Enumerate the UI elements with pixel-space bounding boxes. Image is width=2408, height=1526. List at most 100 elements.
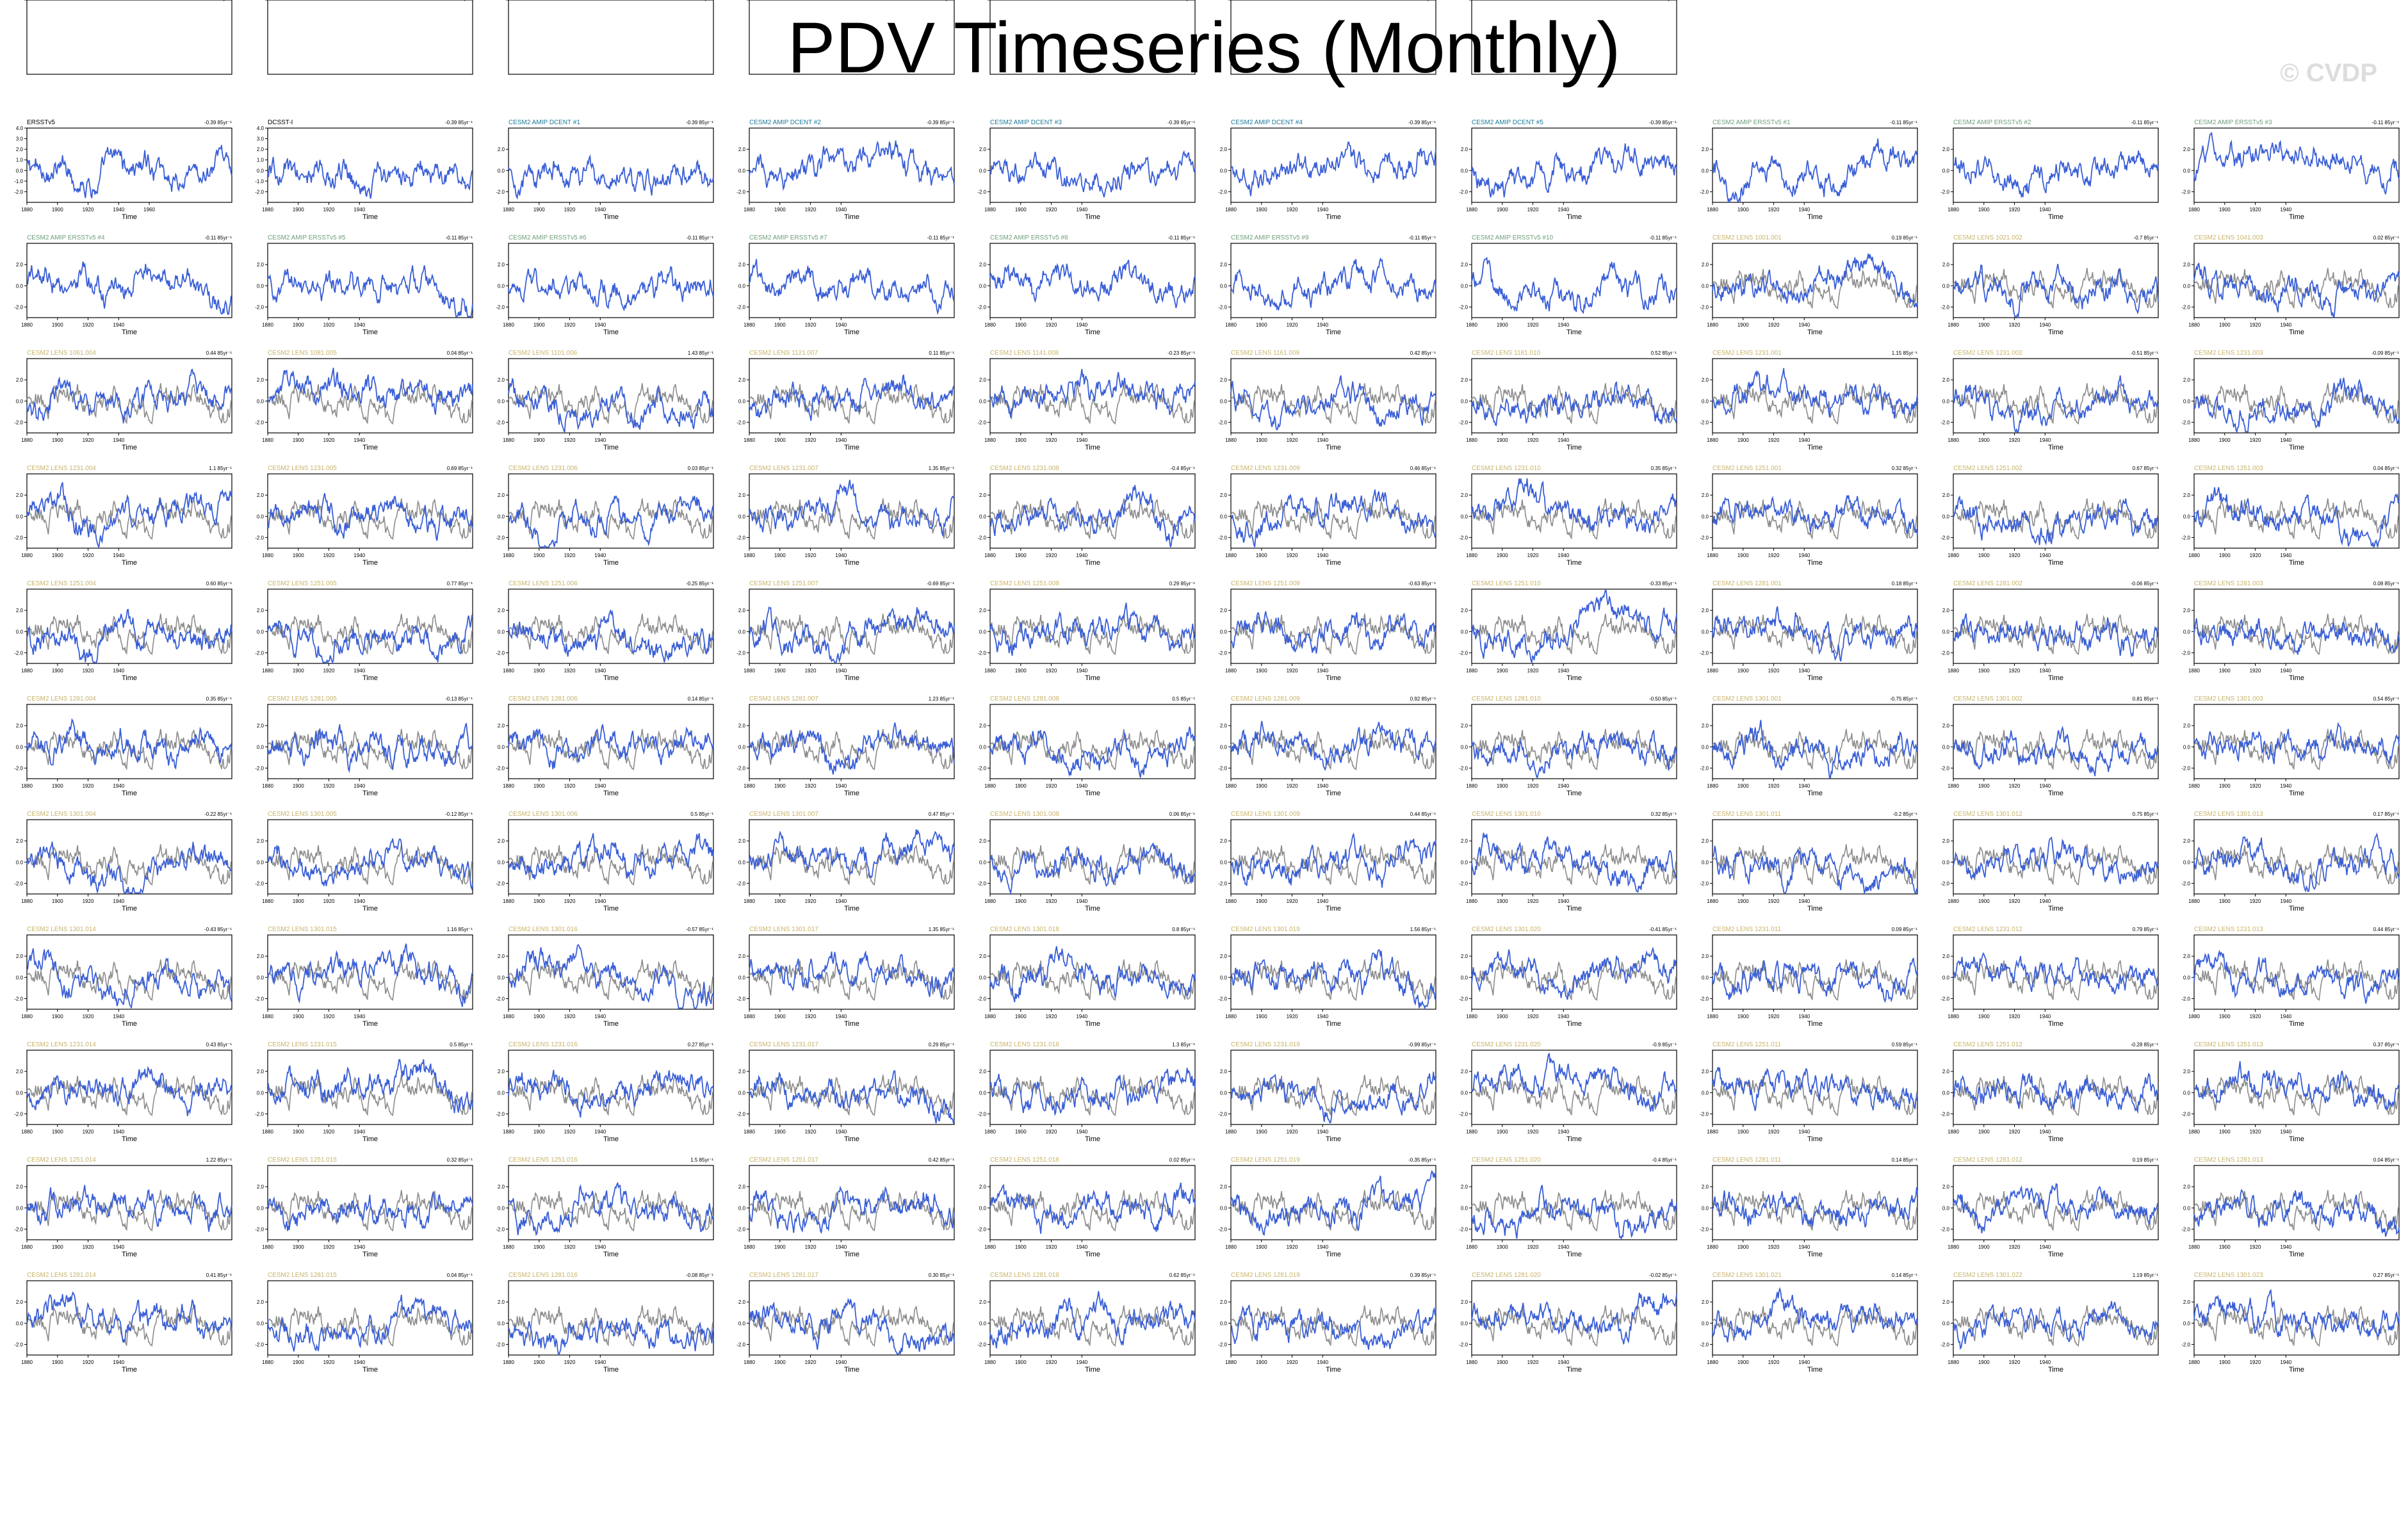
panel-title: CESM2 LENS 1231.005 bbox=[268, 465, 337, 472]
panel-trend: 0.60 85yr⁻¹ bbox=[206, 581, 232, 587]
x-tick-label: 1920 bbox=[2009, 898, 2021, 904]
x-tick-label: 1920 bbox=[1046, 322, 1057, 328]
y-tick-label: 0.0 bbox=[1461, 398, 1468, 404]
panel-title: CESM2 LENS 1301.023 bbox=[2194, 1272, 2263, 1279]
x-tick-label: 1920 bbox=[1046, 437, 1057, 443]
x-tick-label: 1920 bbox=[323, 437, 335, 443]
y-tick-label: 0.0 bbox=[1942, 744, 1950, 750]
panel: CESM2 LENS 1231.020 -0.9 85yr⁻¹2.00.0-2.0… bbox=[1459, 1041, 1677, 1143]
obs-series-line bbox=[2193, 613, 2400, 656]
panel-title: CESM2 LENS 1141.008 bbox=[990, 350, 1059, 357]
y-tick-label: -2.0 bbox=[14, 650, 23, 656]
x-tick-label: 1920 bbox=[1527, 322, 1539, 328]
model-series-line bbox=[267, 492, 473, 541]
x-tick-label: 1940 bbox=[1558, 783, 1569, 789]
obs-series-line bbox=[1953, 959, 2159, 1002]
panel-frame bbox=[1953, 934, 2159, 1010]
panel-title: CESM2 LENS 1161.009 bbox=[1231, 350, 1300, 357]
model-series-line bbox=[1712, 1287, 1918, 1343]
panel-title: CESM2 LENS 1301.020 bbox=[1472, 926, 1541, 933]
x-tick-label: 1880 bbox=[744, 553, 755, 558]
y-tick-label: 2.0 bbox=[1220, 954, 1228, 959]
x-tick-label: 1920 bbox=[1768, 207, 1780, 213]
x-tick-label: 1880 bbox=[744, 1129, 755, 1135]
x-tick-label: 1900 bbox=[533, 1244, 545, 1250]
y-tick-label: 2.0 bbox=[16, 723, 24, 729]
x-tick-label: 1940 bbox=[2280, 1360, 2291, 1365]
x-tick-label: 1900 bbox=[774, 1244, 786, 1250]
model-series-line bbox=[1953, 150, 2159, 199]
panel: CESM2 LENS 1251.003 0.04 85yr⁻¹2.00.0-2.0… bbox=[2181, 465, 2400, 567]
y-tick-label: 2.0 bbox=[1702, 147, 1709, 152]
y-tick-label: 2.0 bbox=[1220, 147, 1228, 152]
panel-trend: 0.35 85yr⁻¹ bbox=[206, 696, 232, 702]
obs-series-line bbox=[2193, 383, 2400, 425]
model-series-line bbox=[1230, 1071, 1436, 1124]
obs-series-line bbox=[2193, 1190, 2400, 1232]
y-tick-label: 0.0 bbox=[498, 283, 505, 289]
y-tick-label: 0.0 bbox=[1702, 629, 1709, 635]
panel: CESM2 LENS 1301.028-0.57 85yr⁻¹2.00.0-2.… bbox=[977, 0, 1196, 75]
x-tick-label: 1920 bbox=[2009, 783, 2021, 789]
panel-title: CESM2 LENS 1251.014 bbox=[27, 1157, 96, 1164]
y-tick-label: 0.0 bbox=[1942, 398, 1950, 404]
y-tick-label: 2.0 bbox=[1702, 608, 1709, 613]
y-tick-label: 3.0 bbox=[257, 136, 264, 142]
x-tick-label: 1920 bbox=[1527, 898, 1539, 904]
y-tick-label: 0.0 bbox=[2183, 1090, 2191, 1096]
y-tick-label: 2.0 bbox=[257, 377, 264, 383]
x-tick-label: 1920 bbox=[805, 1360, 817, 1365]
y-tick-label: -2.0 bbox=[14, 881, 23, 886]
obs-series-line bbox=[1953, 1190, 2159, 1232]
x-axis-label: Time bbox=[1807, 1366, 1823, 1374]
panel-title: CESM2 LENS 1251.006 bbox=[508, 580, 578, 587]
x-tick-label: 1880 bbox=[262, 437, 273, 443]
y-tick-label: -2.0 bbox=[1459, 535, 1468, 540]
panel-title: CESM2 LENS 1301.003 bbox=[2194, 695, 2263, 702]
panel-title: CESM2 LENS 1301.030 bbox=[1472, 0, 1541, 2]
panel-trend: 0.43 85yr⁻¹ bbox=[206, 1042, 232, 1048]
x-tick-label: 1920 bbox=[2250, 1014, 2261, 1019]
panel: CESM2 LENS 1301.006 0.5 85yr⁻¹2.00.0-2.01… bbox=[496, 811, 714, 913]
panel: CESM2 LENS 1301.013 0.17 85yr⁻¹2.00.0-2.0… bbox=[2181, 811, 2400, 913]
x-tick-label: 1880 bbox=[503, 437, 514, 443]
x-tick-label: 1940 bbox=[1798, 553, 1810, 558]
x-tick-label: 1940 bbox=[113, 0, 124, 1]
y-tick-label: -2.0 bbox=[255, 1111, 264, 1117]
panel-title: ERSSTv5 bbox=[27, 119, 55, 126]
x-tick-label: 1920 bbox=[83, 207, 94, 213]
y-tick-label: -2.0 bbox=[1218, 419, 1227, 425]
x-axis-label: Time bbox=[2289, 1135, 2304, 1143]
x-tick-label: 1940 bbox=[1317, 898, 1328, 904]
panel-frame bbox=[1953, 473, 2159, 549]
x-tick-label: 1920 bbox=[1287, 207, 1298, 213]
obs-series-line bbox=[1953, 613, 2159, 656]
model-series-line bbox=[1712, 606, 1918, 662]
x-axis-label: Time bbox=[1807, 329, 1823, 336]
model-series-line bbox=[267, 1190, 473, 1231]
panel: CESM2 LENS 1281.014 0.41 85yr⁻¹2.00.0-2.0… bbox=[14, 1272, 232, 1374]
y-tick-label: -2.0 bbox=[1218, 535, 1227, 540]
panel-title: CESM2 LENS 1251.017 bbox=[749, 1157, 818, 1164]
panel: CESM2 LENS 1251.006 -0.25 85yr⁻¹2.00.0-2.… bbox=[496, 580, 714, 682]
x-tick-label: 1880 bbox=[2188, 783, 2200, 789]
y-tick-label: 0.0 bbox=[738, 975, 746, 980]
panel-title: CESM2 LENS 1281.011 bbox=[1712, 1157, 1782, 1164]
x-tick-label: 1920 bbox=[805, 783, 817, 789]
x-tick-label: 1920 bbox=[564, 668, 576, 674]
y-tick-label: 2.0 bbox=[1461, 954, 1468, 959]
panel-title: CESM2 LENS 1231.012 bbox=[1953, 926, 2022, 933]
panel: CESM2 LENS 1041.003 0.02 85yr⁻¹2.00.0-2.0… bbox=[2181, 234, 2400, 336]
x-tick-label: 1880 bbox=[744, 437, 755, 443]
x-tick-label: 1920 bbox=[83, 1129, 94, 1135]
obs-series-line bbox=[1230, 383, 1436, 425]
x-tick-label: 1920 bbox=[2009, 322, 2021, 328]
x-axis-label: Time bbox=[122, 213, 137, 221]
obs-series-line bbox=[508, 729, 714, 771]
panel: CESM2 LENS 1301.016 -0.57 85yr⁻¹2.00.0-2.… bbox=[496, 926, 714, 1028]
x-tick-label: 1880 bbox=[1466, 553, 1477, 558]
panel-frame bbox=[267, 358, 473, 434]
model-series-line bbox=[1471, 256, 1677, 314]
x-tick-label: 1880 bbox=[1707, 1360, 1718, 1365]
panel: CESM2 LENS 1281.006 0.14 85yr⁻¹2.00.0-2.0… bbox=[496, 695, 714, 797]
